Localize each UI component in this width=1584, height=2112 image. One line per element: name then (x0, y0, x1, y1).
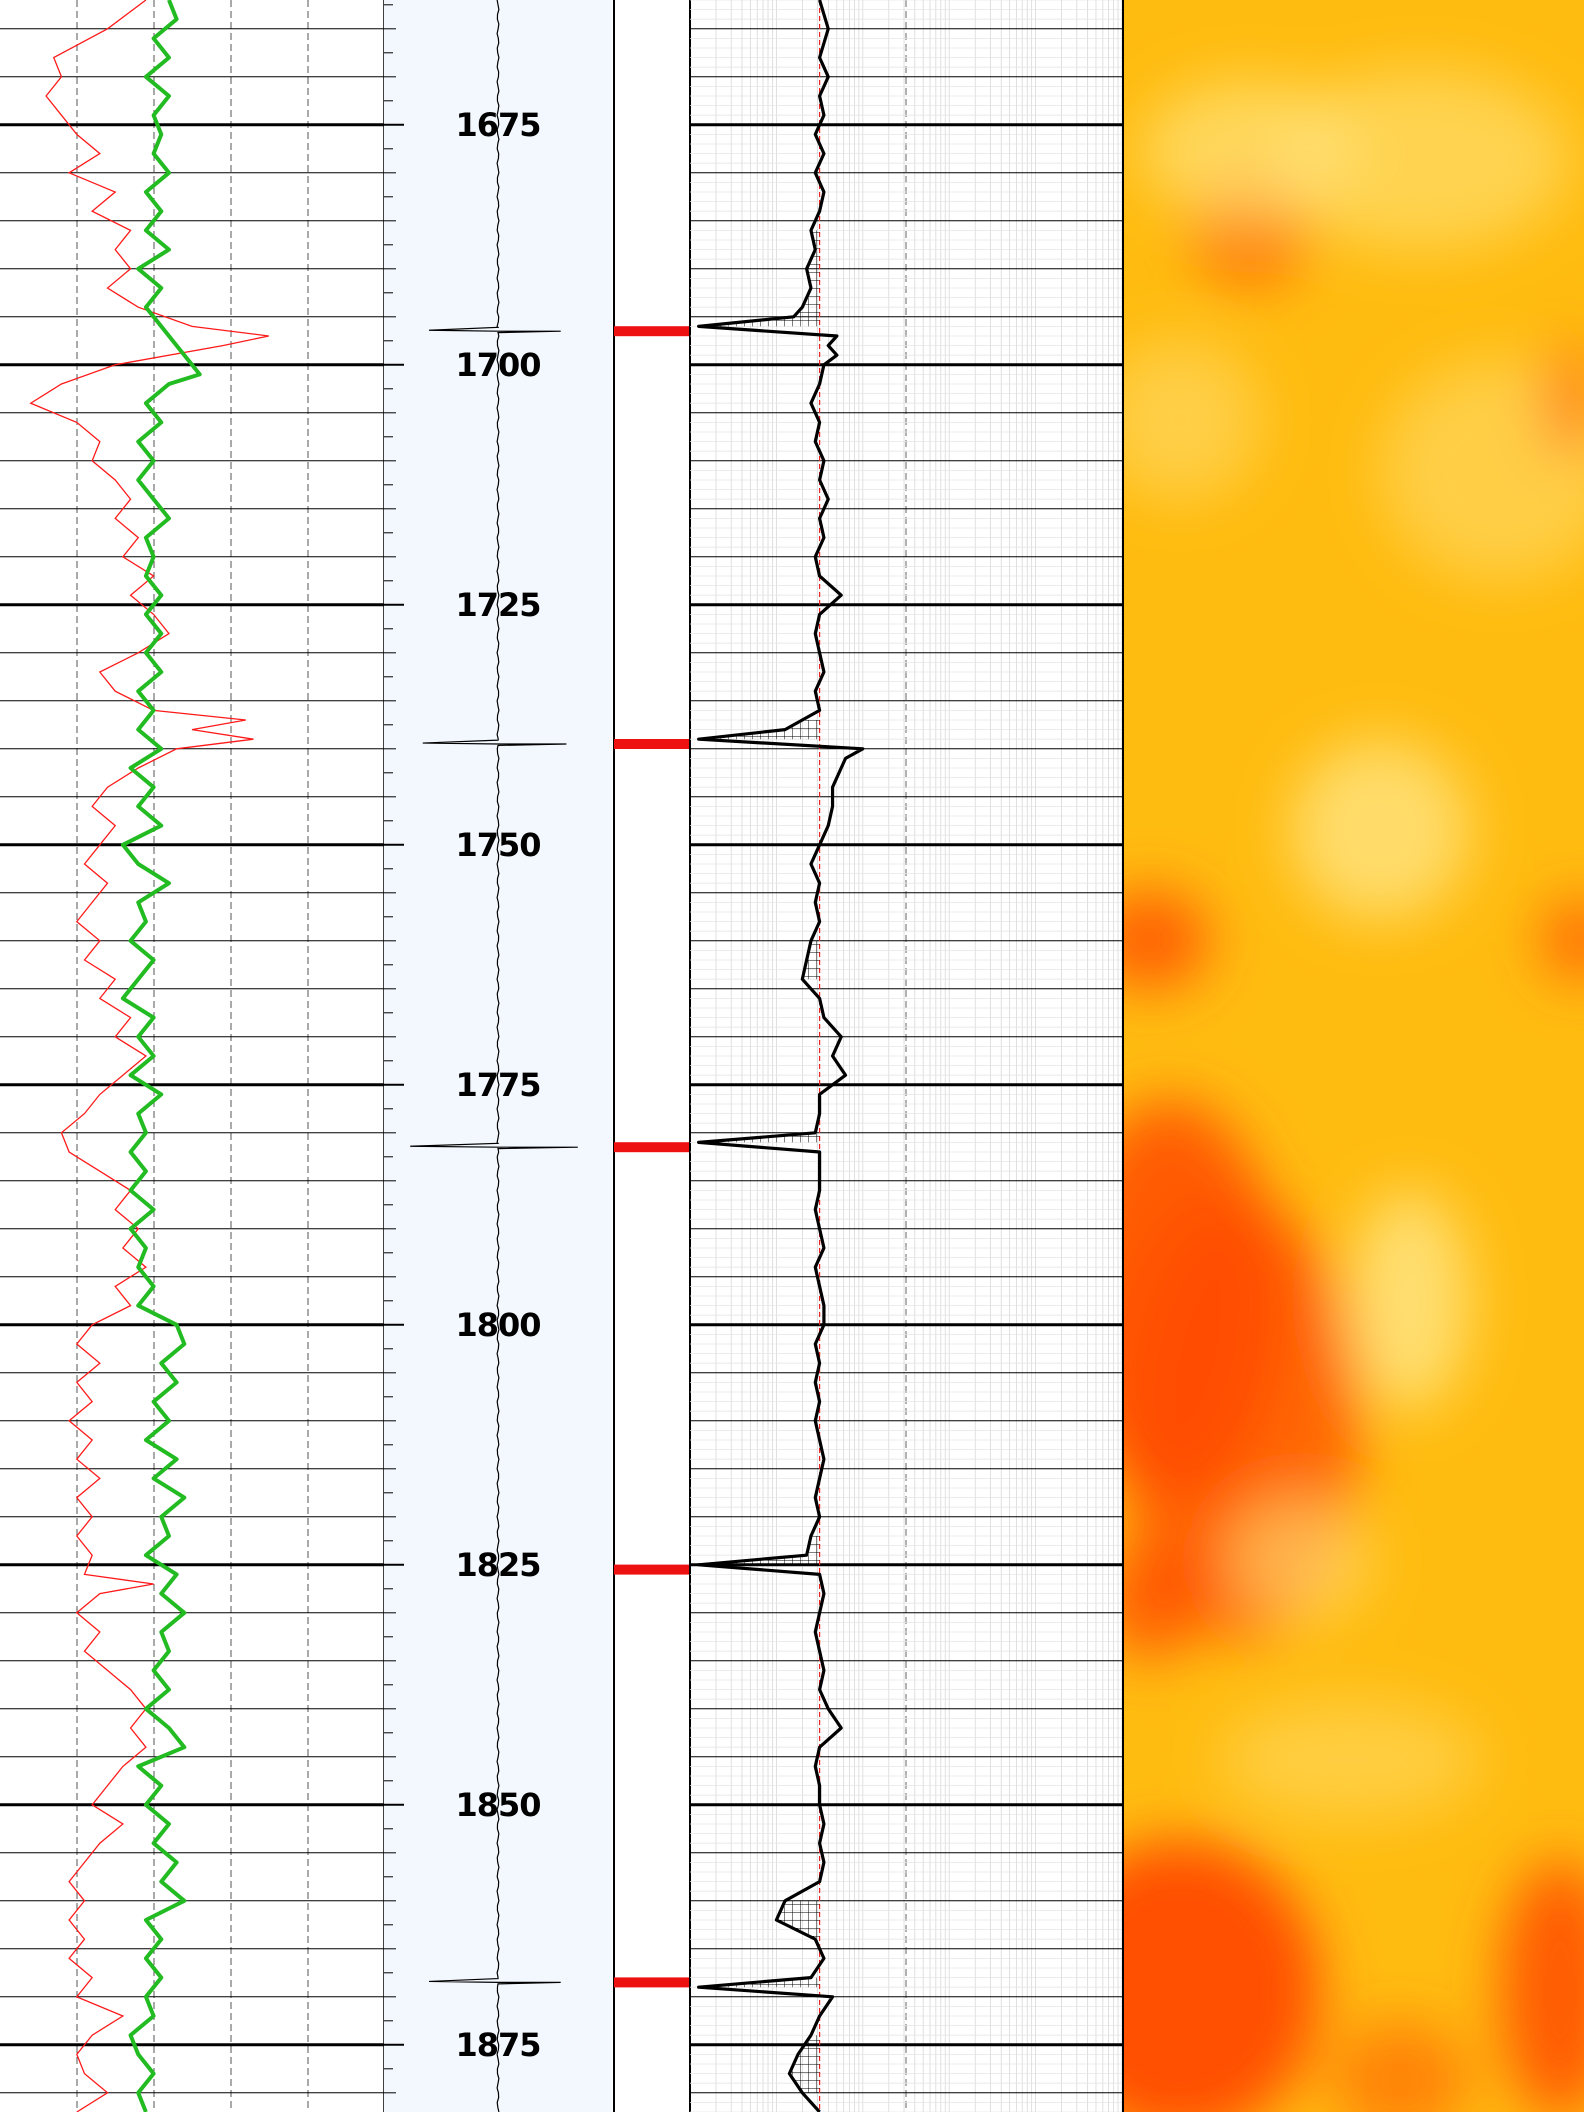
image-blob (1290, 740, 1470, 920)
event-marker (614, 326, 690, 337)
right-track-grid (689, 0, 1123, 2112)
depth-tick-marks (384, 4, 404, 2094)
image-blob (1124, 1840, 1320, 2112)
depth-label: 1750 (455, 826, 540, 864)
depth-label: 1675 (455, 106, 540, 144)
image-blob (1380, 360, 1584, 580)
depth-track: 1675 1700 1725 1750 1775 1800 1825 1850 … (384, 0, 612, 2112)
image-blob (1124, 1540, 1200, 1660)
depth-label: 1825 (455, 1546, 540, 1584)
event-marker (614, 1977, 690, 1988)
depth-labels: 1675 1700 1725 1750 1775 1800 1825 1850 … (455, 106, 541, 2064)
image-blob (1500, 1860, 1584, 2112)
image-blob (1330, 2020, 1470, 2112)
marker-track (613, 0, 690, 2112)
depth-label: 1800 (455, 1306, 540, 1344)
image-blob (1270, 70, 1570, 250)
depth-label: 1850 (455, 1786, 540, 1824)
depth-label: 1725 (455, 586, 540, 624)
image-blob (1124, 890, 1210, 990)
event-markers (614, 326, 690, 1988)
image-blob (1350, 1190, 1470, 1410)
image-blob (1124, 340, 1260, 500)
borehole-image-track (1124, 0, 1584, 2112)
center-log-curve (410, 0, 578, 2112)
depth-label: 1700 (455, 346, 540, 384)
green-log-curve (120, 0, 202, 2112)
image-blob (1540, 900, 1584, 980)
right-curve-fill (698, 230, 820, 2093)
event-marker (614, 1142, 690, 1153)
depth-label: 1775 (455, 1066, 540, 1104)
red-log-curve (29, 0, 269, 2112)
event-marker (614, 1564, 690, 1575)
left-track (0, 0, 385, 2112)
image-texture (1124, 70, 1584, 2112)
image-blob (1230, 1500, 1370, 1620)
left-track-grid (0, 0, 385, 2112)
event-marker (614, 739, 690, 749)
right-log-curve (697, 0, 865, 2112)
image-blob (1220, 1700, 1480, 1820)
image-blob (1540, 340, 1584, 460)
depth-label: 1875 (455, 2026, 540, 2064)
right-track (689, 0, 1123, 2112)
